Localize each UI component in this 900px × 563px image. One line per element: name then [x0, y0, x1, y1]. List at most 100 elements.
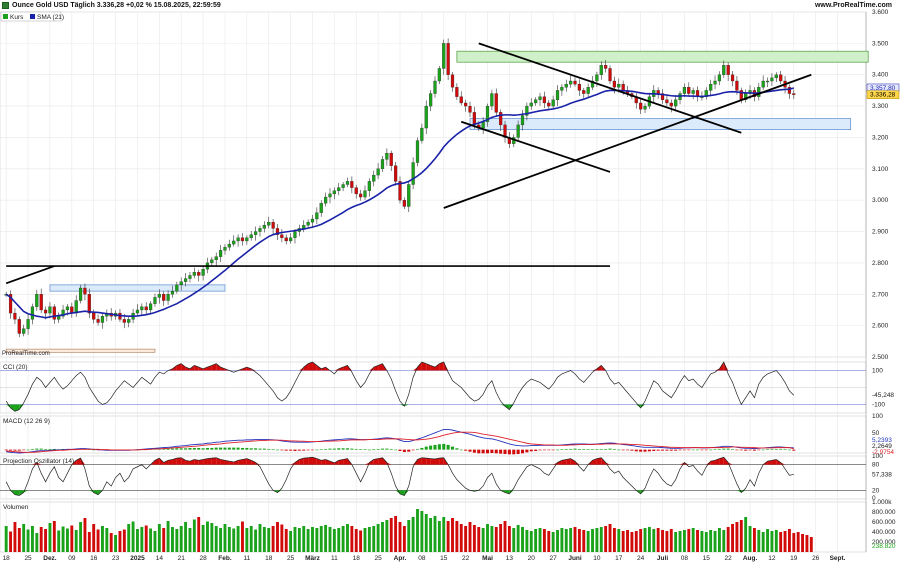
- candle-up: [709, 83, 713, 91]
- volume-bar: [586, 531, 590, 552]
- macd-histogram-bar: [354, 448, 358, 450]
- x-tick-label: 15: [440, 555, 448, 562]
- osc-fill-low: [19, 490, 24, 496]
- macd-histogram-bar: [402, 449, 406, 452]
- macd-histogram-bar: [647, 449, 651, 452]
- macd-histogram-bar: [446, 444, 450, 450]
- volume-bar: [289, 531, 293, 552]
- candle-down: [669, 102, 673, 107]
- osc-fill-high: [198, 459, 204, 465]
- candle-down: [197, 272, 201, 276]
- volume-bar: [109, 533, 113, 552]
- macd-histogram-bar: [197, 447, 201, 450]
- candle-up: [774, 74, 778, 79]
- macd-histogram-bar: [39, 448, 43, 450]
- price-tag-label: 3.357,80: [870, 85, 896, 92]
- candle-down: [472, 112, 476, 126]
- volume-bar: [805, 535, 809, 552]
- osc-fill-high: [386, 462, 392, 465]
- volume-bar: [429, 518, 433, 552]
- candle-down: [402, 200, 406, 207]
- volume-bar: [201, 525, 205, 552]
- candle-up: [30, 306, 35, 320]
- candle-up: [232, 240, 236, 245]
- macd-histogram-bar: [787, 449, 791, 451]
- x-tick-label: 18: [353, 555, 361, 562]
- volume-bar: [713, 531, 717, 552]
- volume-bar: [468, 522, 472, 552]
- macd-histogram-bar: [450, 446, 455, 450]
- osc-fill-high: [168, 459, 173, 465]
- volume-bar: [166, 521, 170, 552]
- volume-bar: [372, 526, 376, 552]
- macd-histogram-bar: [577, 448, 581, 450]
- volume-bar: [481, 528, 485, 552]
- volume-tick-label: 800.000: [872, 509, 896, 516]
- volume-bar: [573, 527, 577, 552]
- x-tick-label: 25: [24, 555, 32, 562]
- volume-bar: [87, 532, 91, 552]
- line-icon: [30, 14, 35, 19]
- candle-down: [144, 306, 148, 311]
- osc-fill-high: [430, 458, 435, 465]
- macd-histogram-bar: [555, 449, 560, 451]
- candle-down: [639, 102, 643, 110]
- volume-bar: [407, 520, 411, 552]
- volume-bar: [512, 528, 516, 552]
- volume-tick-label: 400.000: [872, 529, 896, 536]
- x-tick-label: März: [305, 555, 321, 562]
- candle-up: [691, 90, 695, 94]
- cci-tick-label: -100: [872, 402, 885, 409]
- osc-fill-high: [334, 460, 339, 465]
- x-tick-label: Mai: [482, 555, 493, 562]
- macd-histogram-bar: [227, 447, 231, 450]
- cci-fill-high: [430, 365, 435, 371]
- x-tick-label: Aug.: [743, 555, 758, 562]
- cci-fill-high: [303, 363, 309, 371]
- cci-fill-high: [439, 362, 444, 371]
- volume-bar: [179, 526, 183, 552]
- macd-histogram-bar: [328, 448, 332, 450]
- y-tick-label: 3.400: [872, 72, 889, 79]
- macd-histogram-bar: [267, 448, 271, 450]
- volume-bar: [599, 527, 603, 552]
- candle-up: [341, 184, 345, 188]
- volume-bar: [236, 526, 240, 552]
- macd-histogram-bar: [661, 449, 665, 451]
- candle-up: [376, 168, 380, 176]
- volume-bar: [731, 524, 734, 552]
- volume-bar: [687, 529, 691, 552]
- macd-histogram-bar: [372, 449, 376, 450]
- macd-histogram-bar: [669, 449, 673, 451]
- candle-up: [442, 43, 446, 69]
- grid-layer: [0, 11, 867, 553]
- macd-histogram-bar: [485, 449, 490, 454]
- osc-fill-high: [216, 457, 221, 465]
- macd-histogram-bar: [582, 448, 586, 450]
- macd-tick-label: 50: [872, 430, 880, 437]
- osc-fill-low: [640, 490, 646, 494]
- cci-fill-high: [373, 365, 379, 371]
- candle-down: [354, 187, 358, 195]
- brand-label[interactable]: www.ProRealTime.com: [814, 2, 892, 9]
- macd-histogram-bar: [625, 449, 630, 451]
- volume-bar: [297, 528, 301, 552]
- y-tick-label: 2.600: [872, 323, 889, 330]
- macd-tick-label: 5,2393: [872, 437, 892, 444]
- macd-histogram-bar: [433, 444, 437, 450]
- candle-up: [140, 306, 144, 311]
- volume-bar: [770, 531, 774, 552]
- macd-histogram-bar: [560, 449, 564, 450]
- osc-fill-high: [238, 459, 243, 465]
- volume-bar: [766, 529, 769, 552]
- volume-bar: [389, 518, 393, 552]
- cci-fill-low: [636, 404, 641, 408]
- macd-histogram-bar: [44, 448, 48, 450]
- osc-fill-high: [364, 462, 370, 465]
- candle-up: [214, 256, 218, 260]
- macd-histogram-bar: [770, 448, 774, 450]
- volume-bar: [529, 531, 533, 552]
- candle-up: [525, 105, 529, 116]
- macd-histogram-bar: [687, 449, 691, 451]
